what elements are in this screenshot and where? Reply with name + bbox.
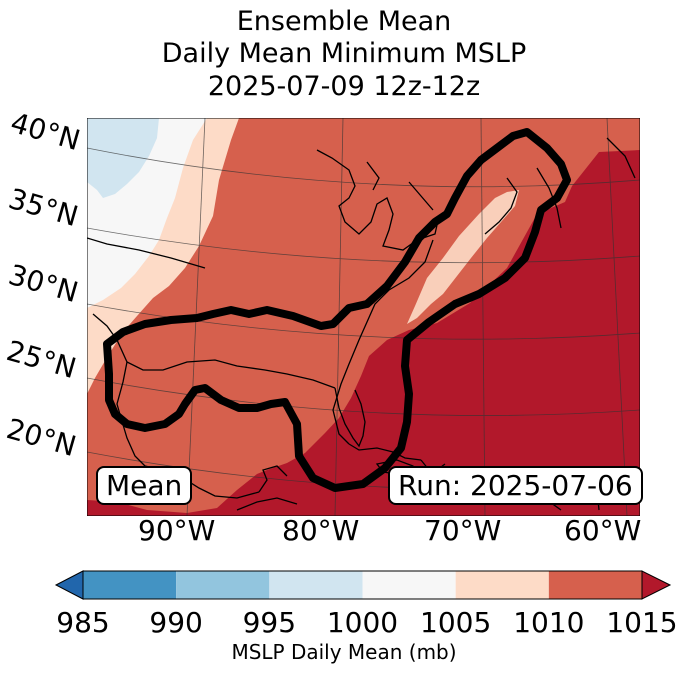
lon-label-70w: 70°W [424,514,502,547]
lon-label-60w: 60°W [564,514,642,547]
colorbar-over-arrow [641,570,672,600]
colorbar-bin-1005-1010 [455,571,549,599]
colorbar-under-arrow [54,570,84,600]
lat-label-20: 20°N [2,412,80,464]
region-light-blue [87,118,159,198]
colorbar-tick-1000: 1000 [326,606,399,639]
colorbar-bin-1000-1005 [362,571,456,599]
colorbar-label: MSLP Daily Mean (mb) [231,640,457,664]
colorbar-bin-995-1000 [269,571,363,599]
region-peach-tongue [407,190,519,324]
lon-label-80w: 80°W [282,514,360,547]
lat-label-30: 30°N [4,258,82,310]
title-line-2: Daily Mean Minimum MSLP [161,38,527,69]
colorbar-tick-985: 985 [56,606,110,639]
lat-label-40: 40°N [6,106,84,158]
lon-label-90w: 90°W [138,514,216,547]
mean-label-box: Mean [96,466,193,505]
colorbar-tick-1015: 1015 [606,606,678,639]
title-line-3: 2025-07-09 12z-12z [207,71,481,102]
lat-label-35: 35°N [4,182,82,234]
colorbar-tick-990: 990 [149,606,203,639]
colorbar-tick-1005: 1005 [420,606,492,639]
title-line-1: Ensemble Mean [236,6,452,37]
map-panel [87,118,640,516]
contour-1015 [103,128,571,492]
colorbar-bin-985-990 [83,571,177,599]
colorbar-tick-995: 995 [242,606,297,639]
lat-label-25: 25°N [2,334,80,386]
run-date-box: Run: 2025-07-06 [388,466,643,505]
colorbar-bin-990-995 [176,571,270,599]
colorbar-bin-1010-1015 [548,571,642,599]
colorbar-outline [82,570,643,600]
colorbar-tick-1010: 1010 [513,606,585,639]
